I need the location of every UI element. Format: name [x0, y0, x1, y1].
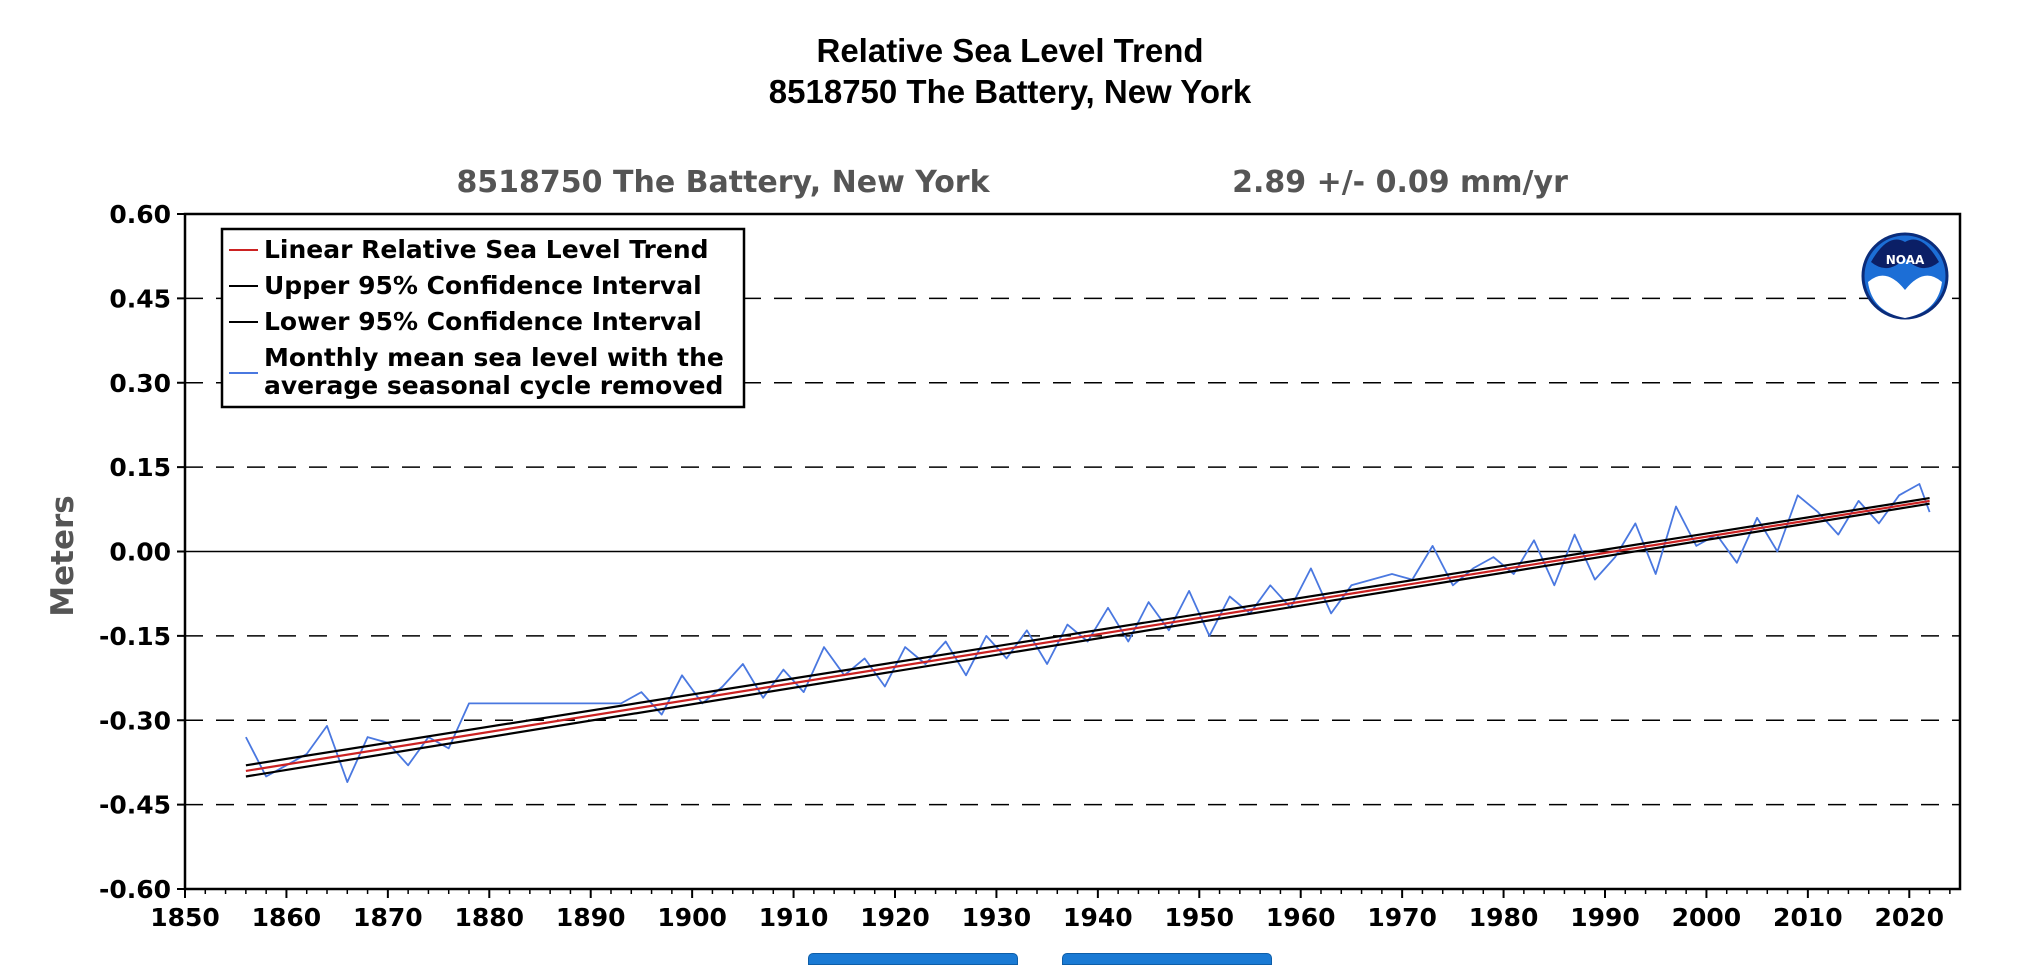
- nav-button-left[interactable]: [808, 953, 1018, 965]
- series-lower-ci: [245, 502, 1930, 778]
- x-tick-label: 2000: [1672, 903, 1742, 932]
- nav-button-right[interactable]: [1062, 953, 1272, 965]
- y-tick-label: 0.15: [109, 453, 171, 482]
- x-tick-label: 2010: [1773, 903, 1843, 932]
- x-tick-label: 1990: [1570, 903, 1640, 932]
- x-tick-label: 1930: [962, 903, 1032, 932]
- svg-text:NOAA: NOAA: [1886, 253, 1925, 267]
- x-tick-label: 1850: [150, 903, 220, 932]
- series-upper-ci: [245, 497, 1930, 767]
- legend-label: Linear Relative Sea Level Trend: [264, 235, 709, 264]
- x-tick-label: 1890: [556, 903, 626, 932]
- legend-label: Upper 95% Confidence Interval: [264, 271, 702, 300]
- x-tick-label: 1870: [353, 903, 423, 932]
- series-linear-trend: [245, 499, 1930, 772]
- legend: Linear Relative Sea Level Trend Upper 95…: [220, 227, 746, 409]
- x-tick-label: 1950: [1164, 903, 1234, 932]
- x-tick-label: 2020: [1874, 903, 1944, 932]
- x-tick-label: 1900: [657, 903, 727, 932]
- x-tick-label: 1980: [1469, 903, 1539, 932]
- y-tick-label: -0.60: [99, 875, 171, 904]
- page-subtitle: 8518750 The Battery, New York: [768, 73, 1252, 110]
- y-tick-label: 0.00: [109, 538, 171, 567]
- legend-box: [220, 227, 746, 409]
- axes: 1850 1860 1870 1880 1890 1900 1910 1920 1930 1940…: [99, 200, 1951, 932]
- y-tick-label: -0.15: [99, 622, 171, 651]
- y-tick-label: -0.30: [99, 706, 171, 735]
- page-title: Relative Sea Level Trend: [816, 32, 1204, 69]
- y-axis-label: Meters: [45, 495, 81, 616]
- series-monthly-mean: [245, 483, 1931, 783]
- series-lines: [245, 483, 1931, 783]
- legend-label-monthly: Monthly mean sea level with the average s…: [264, 343, 724, 400]
- y-tick-label: 0.30: [109, 369, 171, 398]
- station-label: 8518750 The Battery, New York: [456, 165, 990, 200]
- x-tick-label: 1860: [252, 903, 322, 932]
- trend-label: 2.89 +/- 0.09 mm/yr: [1232, 165, 1568, 200]
- noaa-logo: NOAA: [1861, 232, 1949, 320]
- y-tick-label: 0.60: [109, 200, 171, 229]
- y-tick-label: 0.45: [109, 284, 171, 313]
- legend-label: Lower 95% Confidence Interval: [264, 307, 702, 336]
- x-tick-label: 1960: [1266, 903, 1336, 932]
- y-tick-label: -0.45: [99, 791, 171, 820]
- x-tick-label: 1880: [454, 903, 524, 932]
- x-tick-label: 1970: [1367, 903, 1437, 932]
- x-tick-label: 1910: [759, 903, 829, 932]
- x-tick-label: 1920: [860, 903, 930, 932]
- x-tick-label: 1940: [1063, 903, 1133, 932]
